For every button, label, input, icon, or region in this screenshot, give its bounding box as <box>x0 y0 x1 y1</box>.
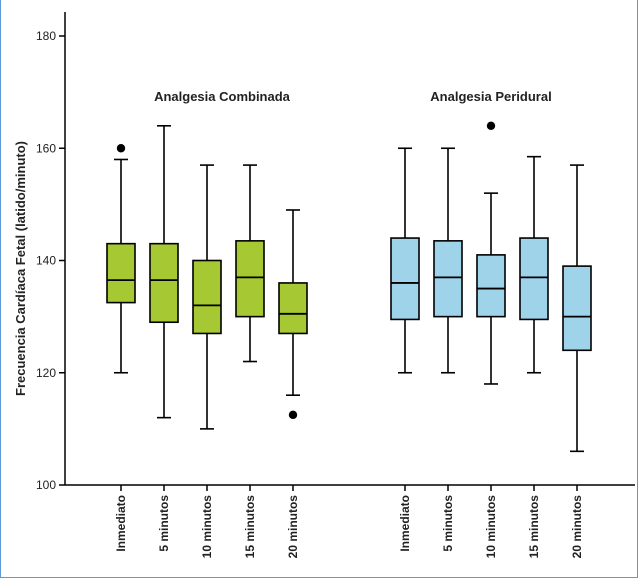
group-title-1: Analgesia Peridural <box>430 89 551 104</box>
outlier-point <box>486 121 496 130</box>
box-iqr <box>476 254 506 318</box>
group-title-0: Analgesia Combinada <box>154 89 291 104</box>
y-tick-label-100: 100 <box>36 478 56 492</box>
category-label-1-1: 5 minutos <box>441 495 455 552</box>
y-axis-title: Frecuencia Cardíaca Fetal (latido/minuto… <box>13 141 28 396</box>
box-0-4 <box>278 209 308 420</box>
labels: 100 120 140 160 180 Frecuencia Cardíaca Fetal… <box>13 29 584 558</box>
category-label-1-2: 10 minutos <box>484 495 498 559</box>
outlier-point <box>116 144 126 153</box>
outlier-point <box>288 410 298 420</box>
category-label-1-3: 15 minutos <box>527 495 541 559</box>
category-label-1-0: Inmediato <box>398 495 412 552</box>
box-iqr <box>433 240 463 318</box>
box-1-2 <box>476 121 506 385</box>
y-tick-label-120: 120 <box>36 366 56 380</box>
box-0-2 <box>192 164 222 430</box>
category-label-0-0: Inmediato <box>114 495 128 552</box>
y-tick-label-160: 160 <box>36 141 56 155</box>
category-label-1-4: 20 minutos <box>570 495 584 559</box>
box-1-4 <box>562 164 592 453</box>
box-0-1 <box>149 125 179 419</box>
category-label-0-4: 20 minutos <box>286 495 300 559</box>
box-1-1 <box>433 147 463 374</box>
category-label-0-2: 10 minutos <box>200 495 214 559</box>
box-iqr <box>106 242 136 304</box>
y-tick-label-140: 140 <box>36 254 56 268</box>
box-iqr <box>390 237 420 321</box>
box-0-3 <box>235 164 265 363</box>
box-iqr <box>235 240 265 318</box>
axes <box>59 12 635 491</box>
box-0-0 <box>106 144 136 374</box>
y-tick-label-180: 180 <box>36 29 56 43</box>
box-iqr <box>192 259 222 335</box>
box-1-0 <box>390 147 420 374</box>
box-iqr <box>278 282 308 335</box>
box-iqr <box>562 265 592 352</box>
box-iqr <box>519 237 549 321</box>
category-label-0-3: 15 minutos <box>243 495 257 559</box>
box-1-3 <box>519 155 549 374</box>
box-iqr <box>149 242 179 324</box>
boxes <box>106 121 592 453</box>
category-label-0-1: 5 minutos <box>157 495 171 552</box>
